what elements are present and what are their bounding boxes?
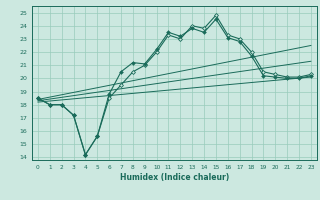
X-axis label: Humidex (Indice chaleur): Humidex (Indice chaleur) (120, 173, 229, 182)
